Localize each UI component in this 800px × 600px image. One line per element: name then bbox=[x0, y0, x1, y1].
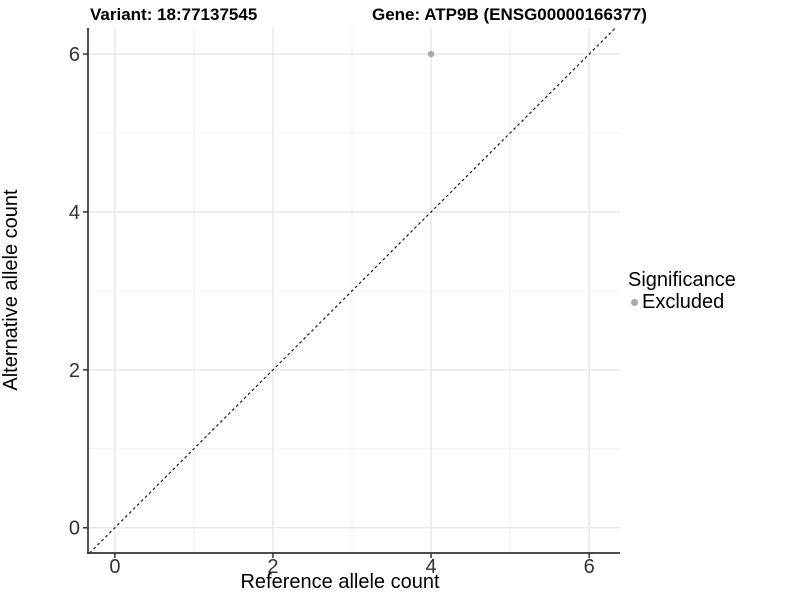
legend-item-label: Excluded bbox=[642, 290, 725, 313]
legend: Significance Excluded bbox=[628, 269, 736, 313]
identity-line bbox=[89, 27, 616, 554]
x-tick-label: 2 bbox=[267, 556, 278, 578]
plot-title-variant: Variant: 18:77137545 bbox=[90, 5, 258, 24]
y-tick-label: 0 bbox=[69, 518, 80, 540]
x-axis-title: Reference allele count bbox=[240, 571, 440, 593]
legend-title: Significance bbox=[628, 269, 736, 291]
x-tick-label: 6 bbox=[584, 556, 595, 578]
y-tick-label: 2 bbox=[69, 360, 80, 382]
legend-point-icon bbox=[631, 298, 638, 306]
y-tick-label: 4 bbox=[69, 202, 80, 224]
data-point bbox=[427, 50, 435, 58]
x-tick-label: 0 bbox=[109, 556, 120, 578]
plot-title-gene: Gene: ATP9B (ENSG00000166377) bbox=[372, 5, 647, 24]
y-tick-label: 6 bbox=[69, 44, 80, 66]
legend-item-excluded: Excluded bbox=[628, 291, 736, 313]
x-tick-label: 4 bbox=[426, 556, 437, 578]
y-axis-title: Alternative allele count bbox=[0, 189, 22, 391]
